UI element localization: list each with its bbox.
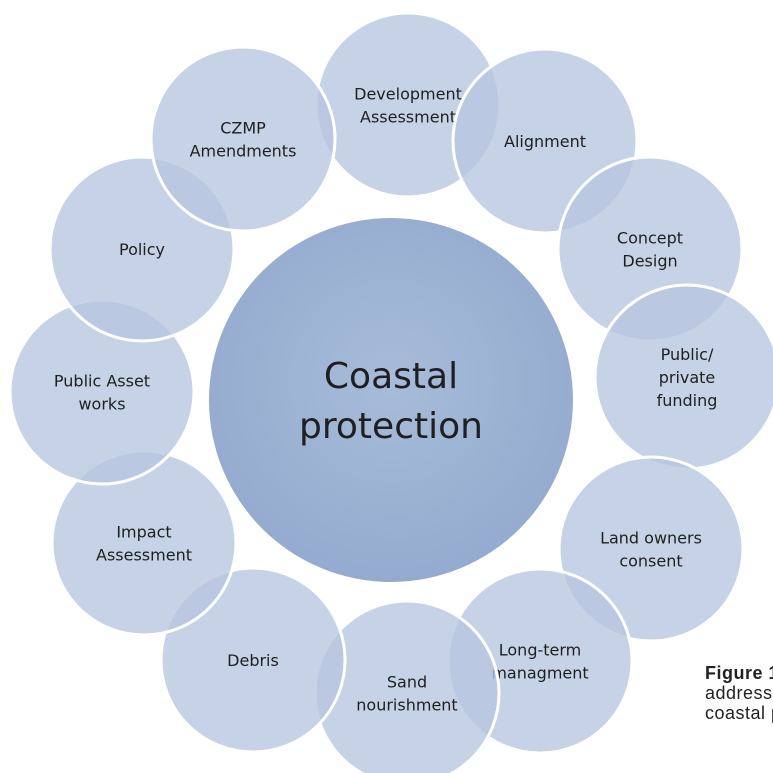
node-circle bbox=[149, 45, 337, 233]
node-sand-nourishment: Sand nourishment bbox=[313, 599, 501, 773]
node-label: Impact Assessment bbox=[96, 523, 192, 565]
figure-caption-title: Figure 1 bbox=[705, 663, 773, 683]
node-label: Alignment bbox=[504, 132, 586, 151]
node-public-private-funding: Public/private funding bbox=[593, 283, 773, 471]
figure-caption: Figure 1 address coastal p bbox=[705, 663, 773, 723]
node-debris: Debris bbox=[159, 566, 347, 754]
node-label: Debris bbox=[227, 651, 279, 670]
node-label: Long-term managment bbox=[491, 641, 588, 683]
node-label: Public/private funding bbox=[657, 345, 718, 410]
node-circle bbox=[159, 566, 347, 754]
node-label: Land owners consent bbox=[600, 529, 702, 571]
node-label: Policy bbox=[119, 240, 165, 259]
hub-circle bbox=[209, 218, 573, 582]
node-label: Concept Design bbox=[617, 229, 683, 271]
node-label: Public Asset works bbox=[54, 372, 150, 414]
figure-caption-line-2: coastal p bbox=[705, 703, 773, 723]
hub-label: Coastal protection bbox=[299, 356, 483, 447]
node-label: CZMP Amendments bbox=[190, 119, 297, 161]
node-label: Sand nourishment bbox=[356, 673, 457, 715]
figure-caption-line-1: address bbox=[705, 683, 773, 703]
node-label: Development Assessment bbox=[354, 85, 462, 127]
node-czmp-amendments: CZMP Amendments bbox=[149, 45, 337, 233]
